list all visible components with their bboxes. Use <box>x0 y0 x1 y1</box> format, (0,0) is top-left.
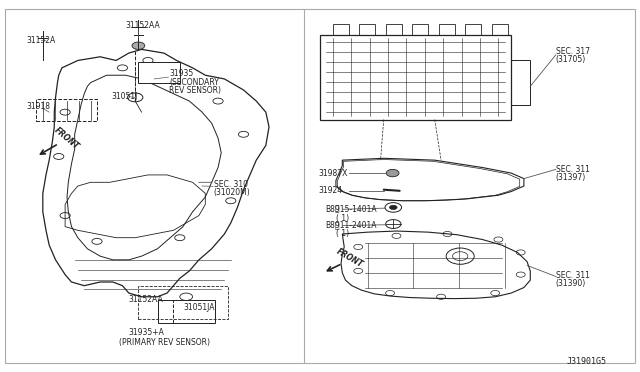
Text: SEC. 317: SEC. 317 <box>556 47 590 56</box>
Text: SEC. 310: SEC. 310 <box>214 180 248 189</box>
Text: (31390): (31390) <box>556 279 586 288</box>
Text: 31987X: 31987X <box>318 169 348 177</box>
Text: 31935: 31935 <box>169 69 193 78</box>
Text: FRONT: FRONT <box>52 126 81 151</box>
FancyBboxPatch shape <box>157 301 215 323</box>
Text: 31152AA: 31152AA <box>125 21 161 30</box>
Circle shape <box>387 169 399 177</box>
Text: SEC. 311: SEC. 311 <box>556 271 589 280</box>
Text: SEC. 311: SEC. 311 <box>556 165 589 174</box>
FancyBboxPatch shape <box>138 62 180 83</box>
Text: FRONT: FRONT <box>335 247 365 270</box>
Circle shape <box>390 205 397 210</box>
Circle shape <box>132 42 145 49</box>
Text: (31020M): (31020M) <box>214 188 250 197</box>
Text: J31901G5: J31901G5 <box>567 357 607 366</box>
Text: ( 1): ( 1) <box>336 214 349 223</box>
Text: (PRIMARY REV SENSOR): (PRIMARY REV SENSOR) <box>119 339 211 347</box>
Text: 31152A: 31152A <box>27 36 56 45</box>
Text: 31152AA: 31152AA <box>129 295 164 304</box>
Text: Ⓜ: Ⓜ <box>334 205 339 214</box>
Text: 31935+A: 31935+A <box>129 328 164 337</box>
Text: 31051JA: 31051JA <box>183 302 214 312</box>
Text: 31051J: 31051J <box>111 92 138 101</box>
Text: 31924: 31924 <box>318 186 342 195</box>
Text: B8915-1401A: B8915-1401A <box>325 205 377 214</box>
Text: ( 1): ( 1) <box>336 230 349 238</box>
Text: 31918: 31918 <box>27 102 51 111</box>
Text: (31705): (31705) <box>556 55 586 64</box>
Text: REV SENSOR): REV SENSOR) <box>169 86 221 95</box>
Text: Ⓝ: Ⓝ <box>334 221 339 230</box>
Text: (31397): (31397) <box>556 173 586 182</box>
Text: (SECONDARY: (SECONDARY <box>169 78 219 87</box>
Text: B8911-2401A: B8911-2401A <box>325 221 376 230</box>
